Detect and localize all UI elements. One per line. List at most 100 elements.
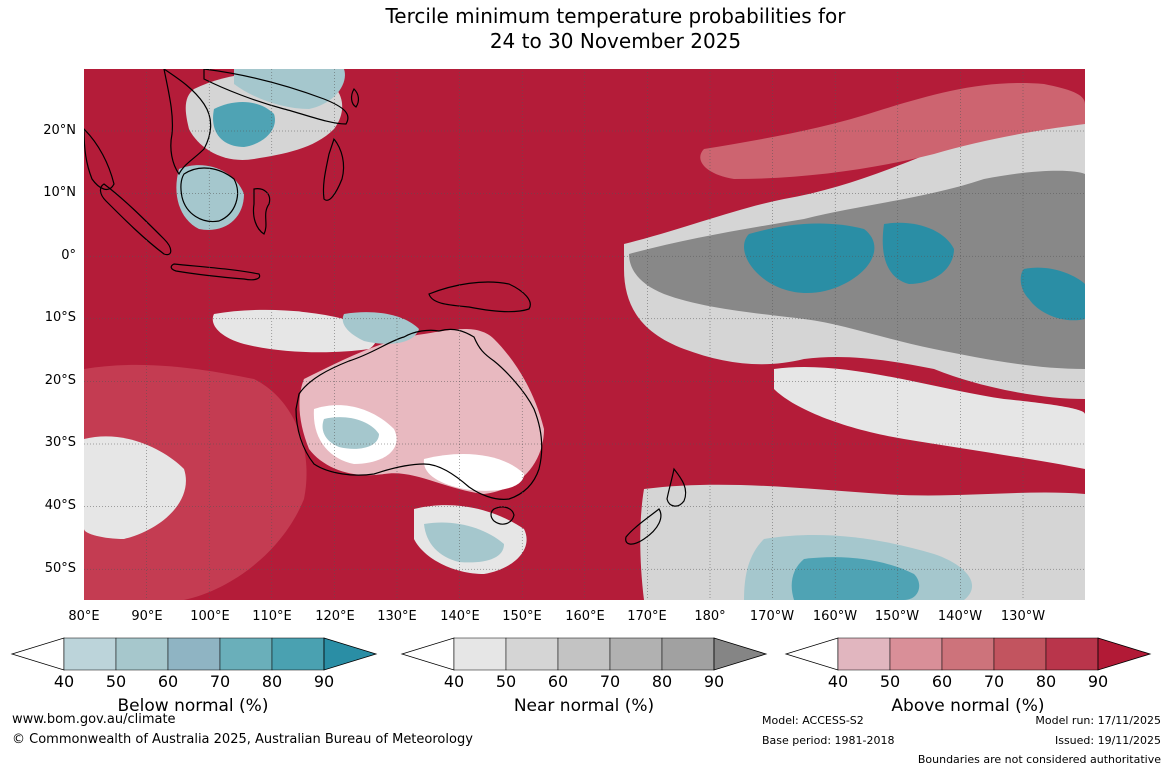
lon-label-160w: 160°W — [812, 609, 858, 624]
footer-model-run: Model run: 17/11/2025 — [1035, 714, 1161, 727]
region-below-normal-south-dark — [791, 557, 920, 600]
cbar-near-tick-50: 50 — [495, 672, 517, 691]
lon-label-140w: 140°W — [937, 609, 983, 624]
cbar-near-swatch-0 — [400, 637, 455, 671]
lon-label-160e: 160°E — [565, 609, 605, 624]
region-australia-west-below — [322, 417, 379, 449]
lon-label-150w: 150°W — [874, 609, 920, 624]
lon-label-170e: 170°E — [627, 609, 667, 624]
cbar-below-tick-40: 40 — [53, 672, 75, 691]
region-south-below-australia-blue — [424, 522, 504, 563]
region-above-north-east — [700, 83, 1085, 179]
coast-borneo — [180, 167, 239, 223]
lat-label-20s: 20°S — [44, 373, 76, 388]
cbar-near-swatch-2 — [505, 637, 559, 671]
cbar-near-tick-90: 90 — [703, 672, 725, 691]
lat-label-0: 0° — [61, 248, 76, 263]
cbar-below-tick-50: 50 — [105, 672, 127, 691]
cbar-near-tick-70: 70 — [599, 672, 621, 691]
footer-base-period: Base period: 1981-2018 — [762, 734, 895, 747]
coast-taiwan — [350, 88, 360, 108]
colorbar-near-scale — [400, 637, 768, 671]
cbar-above-tick-40: 40 — [827, 672, 849, 691]
coast-india — [84, 128, 115, 191]
cbar-above-swatch-5 — [1045, 637, 1099, 671]
colorbar-below-scale — [10, 637, 378, 671]
region-above-south-west — [84, 364, 307, 600]
cbar-near-tick-80: 80 — [651, 672, 673, 691]
cbar-below-tick-80: 80 — [261, 672, 283, 691]
lat-label-50s: 50°S — [44, 561, 76, 576]
coast-tasmania — [490, 506, 515, 525]
coast-australia — [295, 328, 543, 500]
lon-label-140e: 140°E — [440, 609, 480, 624]
cbar-above-swatch-4 — [993, 637, 1047, 671]
region-near-normal-sw-pacific — [774, 366, 1085, 469]
lat-label-30s: 30°S — [44, 435, 76, 450]
cbar-near-swatch-6 — [713, 637, 768, 671]
probability-map — [84, 69, 1085, 600]
cbar-below-swatch-4 — [219, 637, 273, 671]
coast-new-zealand-north — [666, 467, 687, 507]
lat-label-20n: 20°N — [43, 123, 76, 138]
footer-disclaimer: Boundaries are not considered authoritat… — [917, 753, 1161, 766]
lon-label-170w: 170°W — [749, 609, 795, 624]
lon-label-80e: 80°E — [68, 609, 100, 624]
cbar-below-swatch-3 — [167, 637, 221, 671]
cbar-above-tick-80: 80 — [1035, 672, 1057, 691]
map-canvas — [84, 69, 1085, 600]
lon-label-100e: 100°E — [190, 609, 230, 624]
cbar-above-title: Above normal (%) — [891, 696, 1045, 716]
cbar-above-tick-60: 60 — [931, 672, 953, 691]
cbar-below-swatch-0 — [10, 637, 65, 671]
lon-label-180: 180° — [694, 609, 726, 624]
lon-label-130e: 130°E — [377, 609, 417, 624]
lat-label-10s: 10°S — [44, 310, 76, 325]
coast-philippines — [322, 137, 345, 201]
region-below-normal-east-3 — [1020, 267, 1085, 321]
cbar-below-tick-70: 70 — [209, 672, 231, 691]
cbar-below-title: Below normal (%) — [117, 696, 269, 716]
region-australia-south-white — [423, 454, 524, 491]
cbar-below-tick-60: 60 — [157, 672, 179, 691]
cbar-near-title: Near normal (%) — [513, 696, 655, 716]
cbar-below-swatch-1 — [63, 637, 117, 671]
coast-china — [203, 69, 349, 125]
cbar-near-swatch-3 — [557, 637, 611, 671]
footer-issued: Issued: 19/11/2025 — [1054, 734, 1161, 747]
lon-label-120e: 120°E — [315, 609, 355, 624]
cbar-near-swatch-1 — [453, 637, 507, 671]
cbar-above-tick-50: 50 — [879, 672, 901, 691]
region-borneo-below — [176, 165, 244, 230]
cbar-above-swatch-0 — [784, 637, 839, 671]
coast-new-guinea — [428, 281, 531, 313]
region-below-normal-east-1 — [744, 223, 875, 294]
footer-model: Model: ACCESS-S2 — [762, 714, 864, 727]
cbar-near-tick-60: 60 — [547, 672, 569, 691]
coast-indochina — [163, 69, 212, 176]
cbar-above-swatch-6 — [1097, 637, 1152, 671]
colorbar-above-scale — [784, 637, 1152, 671]
footer-website[interactable]: www.bom.gov.au/climate — [12, 712, 176, 727]
cbar-above-swatch-3 — [941, 637, 995, 671]
lon-label-110e: 110°E — [252, 609, 292, 624]
cbar-above-swatch-2 — [889, 637, 943, 671]
coastlines — [84, 69, 687, 545]
region-below-timor-sea — [212, 309, 376, 353]
cbar-below-swatch-6 — [323, 637, 378, 671]
coast-java — [170, 263, 261, 281]
region-near-normal-south-west — [84, 436, 186, 539]
title-line-2: 24 to 30 November 2025 — [489, 29, 742, 53]
footer-copyright: © Commonwealth of Australia 2025, Austra… — [12, 732, 473, 747]
cbar-near-swatch-4 — [609, 637, 663, 671]
coast-sulawesi — [252, 188, 271, 235]
lat-label-40s: 40°S — [44, 498, 76, 513]
region-below-timor-sea-blue — [342, 312, 419, 344]
region-south-china-below — [234, 69, 345, 109]
region-indochina-blue — [213, 102, 275, 147]
cbar-near-tick-40: 40 — [443, 672, 465, 691]
title-line-1: Tercile minimum temperature probabilitie… — [385, 4, 846, 28]
coast-new-zealand-south — [625, 508, 662, 545]
cbar-above-tick-70: 70 — [983, 672, 1005, 691]
region-below-normal-east-2 — [882, 222, 954, 284]
